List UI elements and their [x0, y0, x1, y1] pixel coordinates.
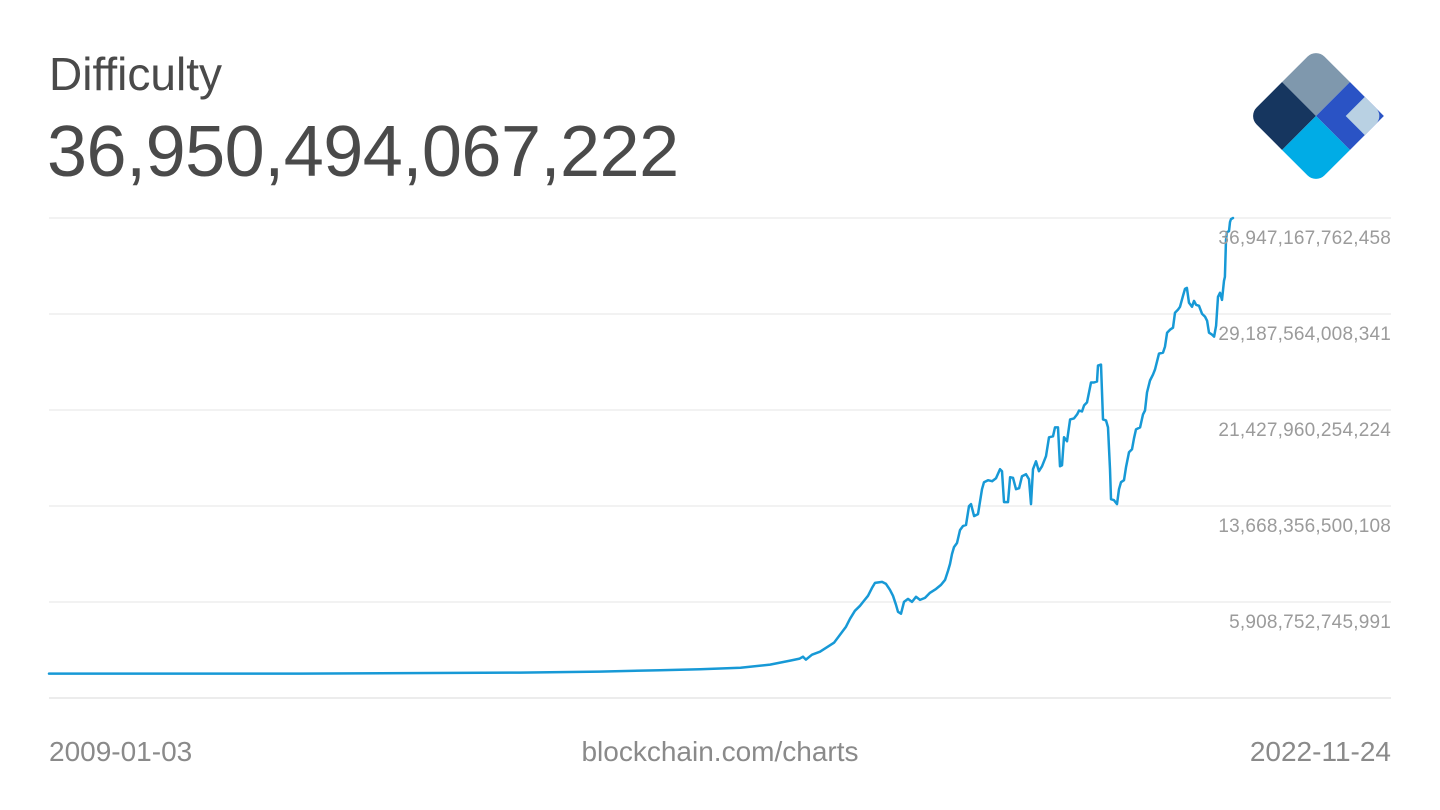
y-axis-tick-label: 13,668,356,500,108 — [1218, 516, 1391, 537]
y-axis-tick-label: 21,427,960,254,224 — [1218, 420, 1391, 441]
metric-current-value: 36,950,494,067,222 — [47, 112, 679, 192]
page-title: Difficulty — [49, 48, 222, 100]
y-axis-tick-label: 36,947,167,762,458 — [1218, 228, 1391, 249]
x-axis-start-date: 2009-01-03 — [49, 736, 193, 767]
x-axis-end-date: 2022-11-24 — [1249, 736, 1391, 767]
y-axis-tick-label: 29,187,564,008,341 — [1218, 324, 1391, 345]
watermark-url: blockchain.com/charts — [581, 736, 859, 767]
chart-line — [47, 216, 1235, 675]
y-axis-tick-label: 5,908,752,745,991 — [1229, 612, 1391, 633]
